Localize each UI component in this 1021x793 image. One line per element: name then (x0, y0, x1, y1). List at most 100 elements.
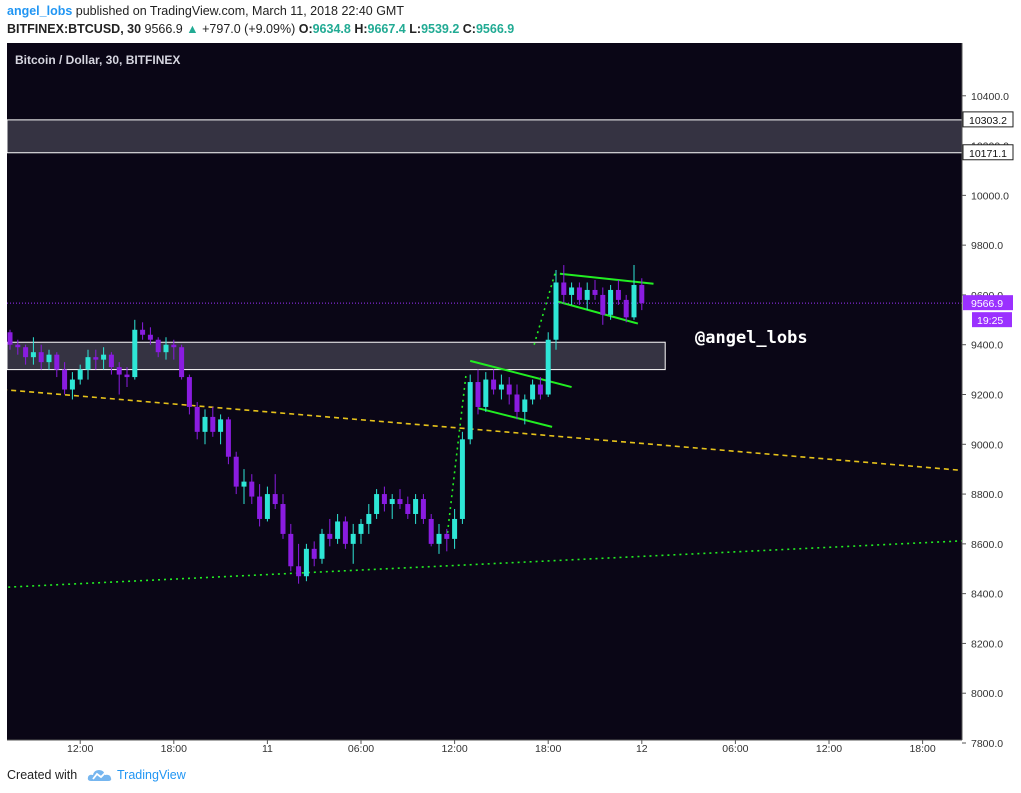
candle-body (194, 406, 200, 432)
candle-body (30, 352, 36, 358)
solid-trendline (469, 359, 572, 389)
candle-body (467, 382, 473, 440)
author-link[interactable]: angel_lobs (7, 4, 73, 18)
y-tick-label: 10400.0 (971, 91, 1009, 103)
y-tick-label: 9400.0 (971, 340, 1003, 352)
candle-body (85, 357, 91, 370)
y-tick-label: 8000.0 (971, 688, 1003, 700)
chart-title: Bitcoin / Dollar, 30, BITFINEX (15, 53, 180, 67)
candle-body (498, 384, 504, 390)
y-tick-label: 7800.0 (971, 738, 1003, 750)
x-tick-label: 12:00 (441, 743, 467, 754)
candle-body (576, 287, 582, 300)
x-tick-label: 06:00 (722, 743, 748, 754)
high-value: 9667.4 (367, 22, 406, 36)
candle-body (280, 504, 286, 534)
candle-body (639, 284, 645, 304)
zone-price-label: 10303.2 (969, 115, 1007, 127)
candle-body (225, 419, 231, 457)
change-arrow-icon: ▲ (186, 22, 199, 36)
candle-body (249, 481, 255, 497)
y-tick-label: 8600.0 (971, 539, 1003, 551)
current-price-tag (963, 295, 1013, 311)
candle-body (288, 533, 294, 567)
candle-body (140, 329, 146, 335)
x-tick-label: 18:00 (161, 743, 187, 754)
current-price-label: 9566.9 (971, 298, 1003, 310)
candle-body (615, 289, 621, 300)
candle-body (623, 299, 629, 318)
countdown-label: 19:25 (977, 315, 1003, 327)
candle-body (420, 499, 426, 519)
candle-body (46, 354, 52, 363)
x-tick-label: 12 (636, 743, 648, 754)
candle-body (342, 521, 348, 544)
candle-body (405, 504, 411, 514)
time-axis[interactable] (7, 740, 962, 754)
candle-body (545, 339, 551, 395)
countdown-tag (972, 312, 1012, 328)
zone-price-tag (962, 144, 1014, 161)
candle-body (631, 284, 637, 318)
candle-body (218, 419, 224, 432)
zone-price-label: 10171.1 (969, 148, 1007, 160)
price-chart[interactable]: Bitcoin / Dollar, 30, BITFINEX @angel_lob… (7, 43, 1014, 754)
candle-body (62, 369, 68, 390)
chart-header: angel_lobs published on TradingView.com,… (7, 0, 1017, 40)
candle-body (38, 352, 44, 363)
candle-body (186, 377, 192, 407)
y-tick-label: 8800.0 (971, 489, 1003, 501)
symbol-label: BITFINEX:BTCUSD, 30 (7, 22, 142, 36)
candle-body (147, 334, 153, 340)
open-value: 9634.8 (312, 22, 351, 36)
candle-body (569, 287, 575, 295)
y-tick-label: 8200.0 (971, 638, 1003, 650)
price-axis[interactable] (962, 43, 1014, 754)
candle-body (530, 384, 536, 400)
publish-line: angel_lobs published on TradingView.com,… (7, 4, 404, 18)
dashed-trendline (7, 389, 978, 473)
candle-body (483, 379, 489, 407)
y-tick-label: 8400.0 (971, 589, 1003, 601)
candle-body (592, 289, 598, 295)
candle-body (272, 494, 278, 505)
open-label: O: (298, 22, 313, 36)
candle-body (69, 379, 75, 390)
close-value: 9566.9 (475, 22, 515, 36)
candle-body (537, 384, 543, 395)
candle-body (475, 382, 481, 407)
dotted-trendline (7, 539, 978, 588)
candle-body (124, 374, 130, 378)
x-tick-label: 06:00 (348, 743, 374, 754)
candle-body (241, 481, 247, 487)
x-tick-label: 18:00 (535, 743, 561, 754)
high-label: H: (354, 22, 368, 36)
candle-body (202, 416, 208, 432)
tradingview-link[interactable]: TradingView (117, 768, 186, 782)
candle-body (374, 494, 380, 514)
candle-body (264, 494, 270, 519)
footer: Created with TradingView (7, 766, 1017, 788)
candle-body (327, 533, 333, 539)
solid-trendline (477, 407, 553, 428)
candle-body (452, 518, 458, 539)
x-tick-label: 12:00 (816, 743, 842, 754)
candle-body (358, 523, 364, 534)
candle-body (608, 289, 614, 315)
candle-body (436, 533, 442, 544)
candle-body (366, 513, 372, 524)
candle-body (163, 344, 169, 353)
candle-body (93, 357, 99, 360)
dotted-trendline (533, 269, 557, 345)
candle-body (506, 384, 512, 395)
dotted-trendline (446, 372, 468, 539)
candle-body (444, 533, 450, 539)
candle-body (116, 367, 122, 375)
candle-body (561, 282, 567, 295)
change-value: +797.0 (+9.09%) (202, 22, 296, 36)
candle-body (303, 548, 309, 577)
candle-body (101, 354, 107, 360)
candle-body (600, 294, 606, 315)
candle-body (257, 496, 263, 519)
x-tick-label: 18:00 (909, 743, 935, 754)
